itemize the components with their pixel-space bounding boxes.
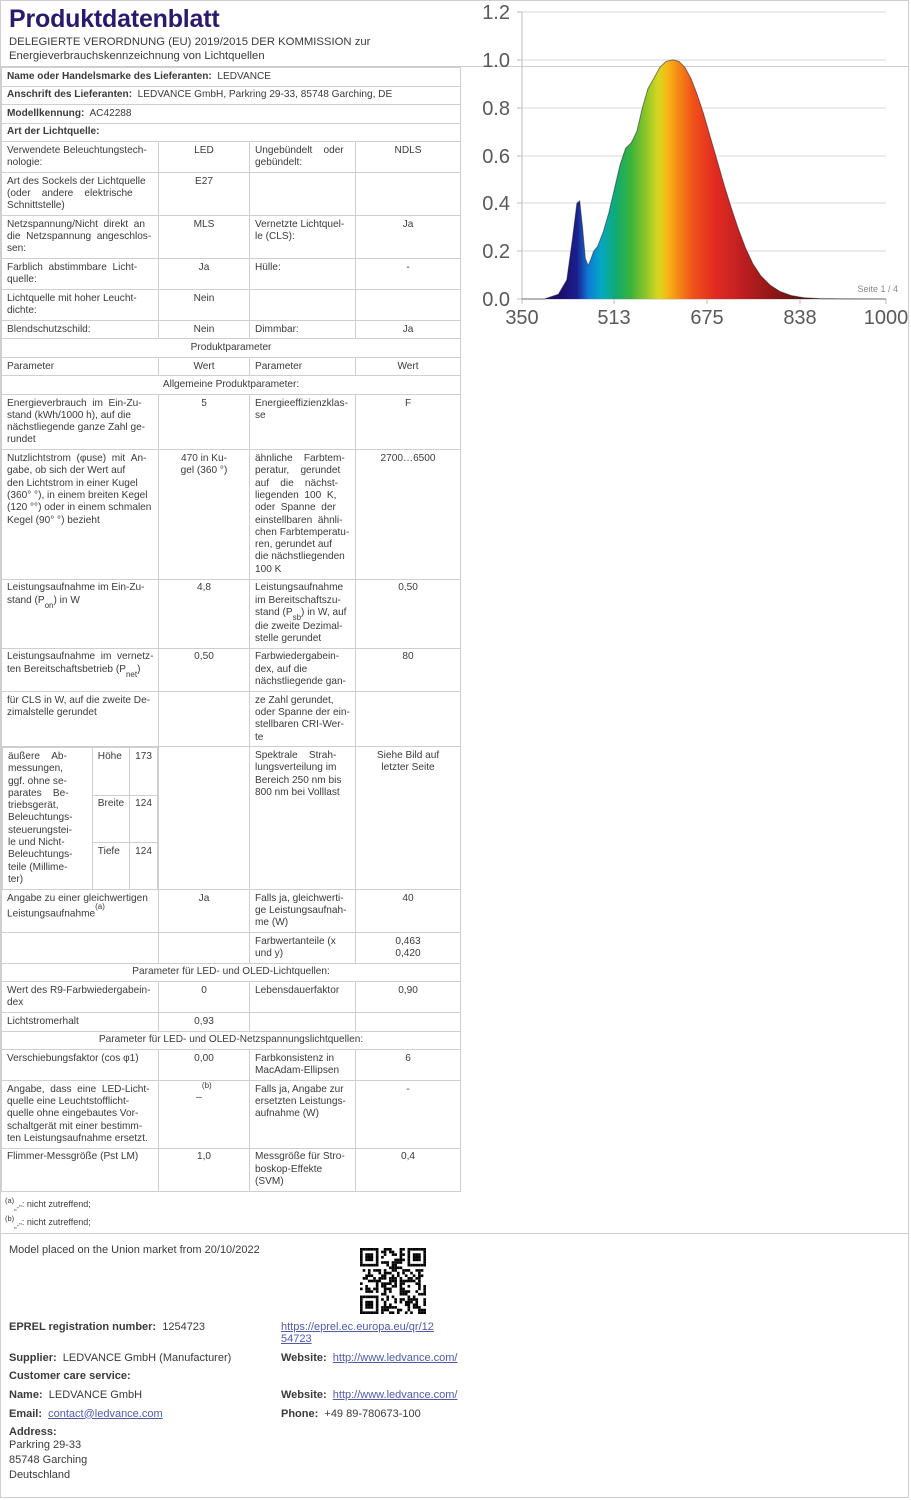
svg-text:350: 350 <box>505 307 538 329</box>
svg-text:513: 513 <box>597 307 630 329</box>
svg-text:1000: 1000 <box>864 307 909 329</box>
svg-text:1.0: 1.0 <box>482 50 510 72</box>
svg-text:0.4: 0.4 <box>482 193 510 215</box>
svg-text:0.6: 0.6 <box>482 146 510 168</box>
svg-text:1.2: 1.2 <box>482 2 510 24</box>
svg-text:0.2: 0.2 <box>482 241 510 263</box>
svg-text:675: 675 <box>690 307 723 329</box>
svg-text:838: 838 <box>783 307 816 329</box>
svg-text:0.8: 0.8 <box>482 98 510 120</box>
